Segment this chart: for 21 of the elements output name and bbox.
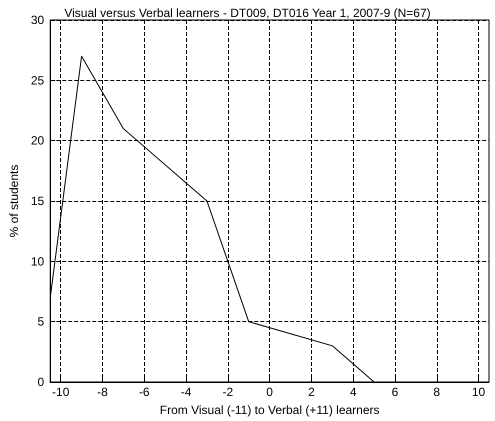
y-tick-label: 0 (38, 375, 45, 389)
y-tick-label: 15 (30, 194, 45, 208)
y-tick-label: 30 (30, 13, 45, 27)
x-axis-title: From Visual (-11) to Verbal (+11) learners (160, 403, 380, 417)
x-tick-label: -8 (97, 385, 108, 399)
x-tick-label: 0 (266, 385, 274, 399)
x-tick-label: -10 (52, 385, 70, 399)
y-tick-label: 25 (30, 73, 45, 88)
chart-title: Visual versus Verbal learners - DT009, DT016 Year 1, 2007-9 (N=67) (64, 6, 431, 20)
y-axis-title: % of students (7, 164, 21, 238)
x-tick-label: 10 (472, 385, 486, 399)
x-tick-label: -2 (222, 385, 234, 399)
x-tick-label: 2 (308, 385, 316, 399)
y-tick-label: 10 (30, 254, 45, 268)
x-tick-label: -4 (180, 385, 192, 399)
x-tick-label: 8 (433, 385, 440, 399)
x-tick-label: -6 (138, 385, 150, 399)
y-tick-label: 20 (30, 134, 45, 148)
y-tick-label: 5 (38, 314, 45, 329)
x-tick-label: 6 (392, 385, 399, 399)
x-tick-label: 4 (350, 385, 357, 399)
